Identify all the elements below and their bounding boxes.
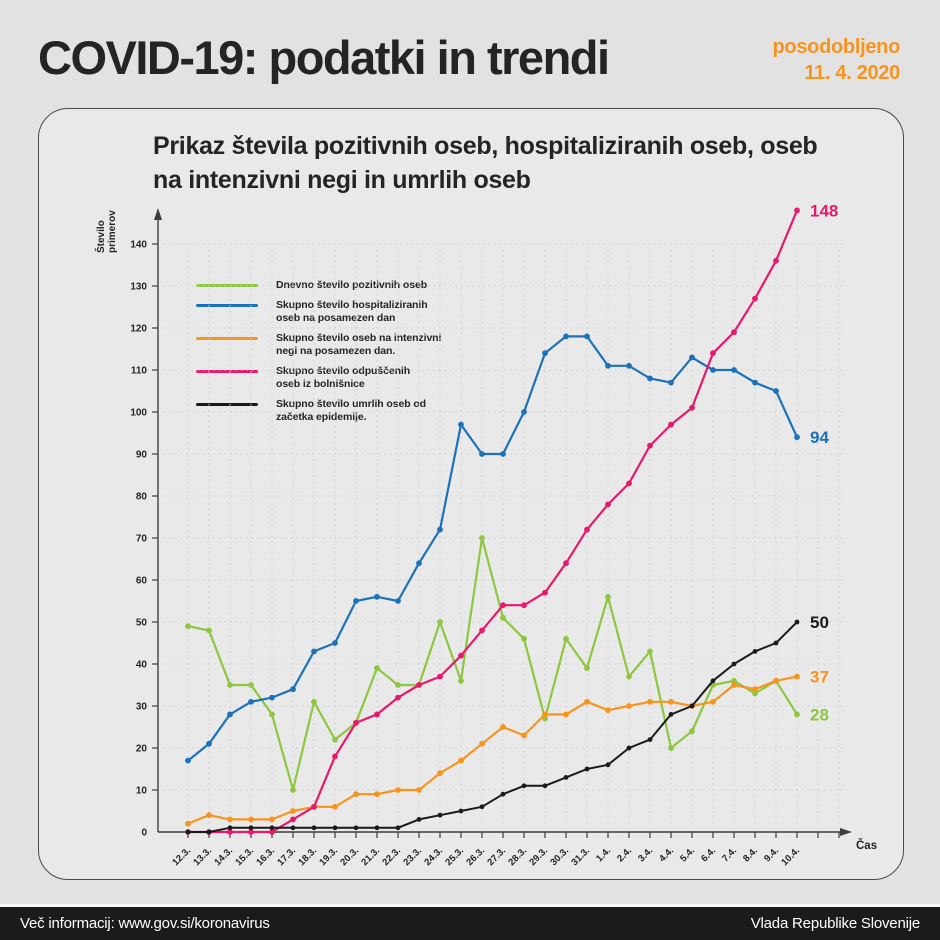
legend-swatch [196, 284, 258, 287]
legend-swatch [196, 337, 258, 340]
legend-item-2: Skupno število oseb na intenzivni negi na… [196, 332, 441, 358]
legend-label: Skupno število hospitaliziranih oseb na p… [276, 299, 428, 324]
legend-item-4: Skupno število umrlih oseb od začetka epi… [196, 398, 441, 424]
chart-title-line2: na intenzivni negi in umrlih oseb [153, 166, 531, 194]
legend-label: Dnevno število pozitivnih oseb [276, 279, 428, 291]
page-title: COVID-19: podatki in trendi [38, 31, 610, 84]
chart-title: Prikaz števila pozitivnih oseb, hospital… [153, 129, 818, 197]
footer-bar: Več informacij: www.gov.si/koronavirus V… [0, 907, 940, 940]
footer-info-link: Več informacij: www.gov.si/koronavirus [20, 915, 270, 932]
footer-divider [0, 904, 940, 907]
legend-swatch [196, 403, 258, 406]
chart-legend: Dnevno število pozitivnih oseb Skupno šte… [196, 279, 441, 431]
legend-swatch [196, 370, 258, 373]
updated-value: 11. 4. 2020 [804, 62, 900, 84]
chart-card: Prikaz števila pozitivnih oseb, hospital… [38, 108, 904, 880]
legend-item-0: Dnevno število pozitivnih oseb [196, 279, 441, 292]
legend-swatch [196, 304, 258, 307]
legend-item-1: Skupno število hospitaliziranih oseb na p… [196, 299, 441, 325]
chart-title-line1: Prikaz števila pozitivnih oseb, hospital… [153, 132, 818, 160]
updated-date: posodobljeno 11. 4. 2020 [773, 34, 901, 86]
footer-government-name: Vlada Republike Slovenije [750, 915, 920, 932]
legend-item-3: Skupno število odpuščenih oseb iz bolnišn… [196, 365, 441, 391]
legend-label: Skupno število oseb na intenzivni negi na… [276, 332, 442, 357]
legend-label: Skupno število umrlih oseb od začetka epi… [276, 398, 426, 423]
updated-label: posodobljeno [772, 36, 901, 58]
legend-label: Skupno število odpuščenih oseb iz bolnišn… [276, 365, 411, 390]
